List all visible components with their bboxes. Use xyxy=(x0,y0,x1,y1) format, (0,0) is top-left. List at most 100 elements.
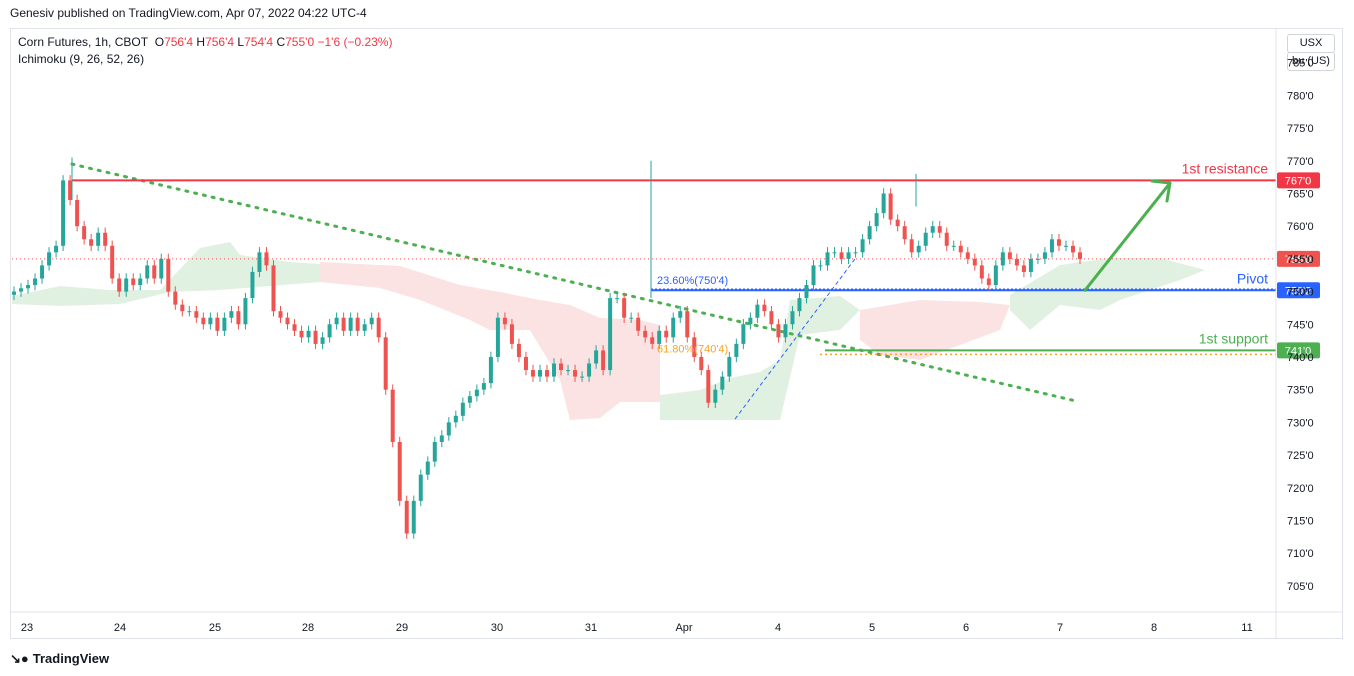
price-tick-label: 735'0 xyxy=(1287,385,1314,397)
candle xyxy=(460,397,465,422)
candle xyxy=(229,305,234,323)
price-badge-label: 750'2 xyxy=(1285,285,1312,297)
candle xyxy=(124,273,129,297)
candle-body xyxy=(867,226,872,240)
candle-body xyxy=(930,226,935,233)
candle xyxy=(173,286,178,310)
candle-body xyxy=(96,232,101,246)
candle-body xyxy=(453,415,458,423)
candle-body xyxy=(467,396,472,403)
candle xyxy=(1049,234,1054,258)
candle xyxy=(580,371,585,382)
candle xyxy=(748,312,753,330)
candle xyxy=(467,390,472,408)
low-label: L xyxy=(237,35,245,49)
time-tick-label: 25 xyxy=(209,622,221,634)
candle-body xyxy=(159,258,164,279)
candle xyxy=(1035,253,1040,265)
candle-body xyxy=(530,370,535,377)
indicator-legend[interactable]: Ichimoku (9, 26, 52, 26) xyxy=(18,52,145,66)
candle xyxy=(727,351,732,382)
candle xyxy=(615,292,620,304)
candle-body xyxy=(194,311,199,318)
candle xyxy=(629,312,634,323)
candle xyxy=(26,279,31,294)
candle-body xyxy=(1049,239,1054,253)
candle-body xyxy=(1035,258,1040,260)
candle xyxy=(664,325,669,343)
candle-body xyxy=(68,180,73,201)
candle-body xyxy=(881,193,886,214)
candle-body xyxy=(257,252,262,272)
candle-body xyxy=(152,265,157,279)
candle-body xyxy=(741,324,746,344)
candle-body xyxy=(706,370,711,403)
candle-body xyxy=(187,311,192,313)
candlesticks xyxy=(12,157,1082,539)
time-tick-label: 11 xyxy=(1241,622,1252,634)
candle xyxy=(622,292,627,323)
candle-body xyxy=(937,226,942,233)
level-label: Pivot xyxy=(1237,270,1268,286)
candle-body xyxy=(783,324,788,338)
candle-body xyxy=(1070,245,1075,253)
candle xyxy=(916,240,921,258)
downtrend-line xyxy=(70,162,1077,403)
candle-body xyxy=(965,252,970,259)
candle-body xyxy=(895,219,900,227)
candle xyxy=(285,312,290,330)
published-by-line: Genesiv published on TradingView.com, Ap… xyxy=(10,6,367,20)
candle-body xyxy=(509,324,514,344)
price-tick-label: 770'0 xyxy=(1287,156,1314,168)
candle xyxy=(825,247,830,271)
candle xyxy=(250,266,255,304)
candle xyxy=(545,364,549,382)
candle xyxy=(145,260,150,284)
projection-arrow xyxy=(1083,181,1172,292)
candle-body xyxy=(664,330,669,338)
candle xyxy=(909,234,914,258)
candle xyxy=(397,436,402,507)
candle xyxy=(972,253,977,271)
candle-body xyxy=(250,271,255,299)
candle-body xyxy=(117,278,122,292)
candle xyxy=(187,305,192,317)
candle xyxy=(222,312,227,337)
candle-body xyxy=(608,298,613,371)
candle xyxy=(671,312,676,343)
candle xyxy=(587,358,592,382)
candle xyxy=(117,273,122,297)
candle xyxy=(439,430,444,448)
candle xyxy=(1021,260,1026,278)
candle-body xyxy=(825,252,830,266)
time-tick-label: Apr xyxy=(675,622,692,634)
candle xyxy=(608,292,613,376)
candle-body xyxy=(201,317,206,325)
candle-body xyxy=(853,252,858,254)
candle xyxy=(61,175,66,252)
candle-body xyxy=(986,278,991,286)
ichimoku-cloud-green xyxy=(12,242,320,306)
candle-body xyxy=(425,461,430,475)
candle xyxy=(636,312,641,337)
candle xyxy=(327,319,332,343)
candle xyxy=(811,260,816,291)
candle xyxy=(194,305,199,323)
price-tick-label: 785'0 xyxy=(1287,58,1314,70)
candle-body xyxy=(692,337,697,357)
candle xyxy=(573,364,578,382)
candle xyxy=(383,332,388,395)
candle-body xyxy=(545,370,549,377)
candle xyxy=(516,338,521,363)
unit-button[interactable]: bu (US) xyxy=(1287,52,1335,71)
candle xyxy=(769,305,774,330)
candle-body xyxy=(1042,252,1047,259)
candle-body xyxy=(902,226,907,240)
candle xyxy=(341,312,346,337)
candle-body xyxy=(1014,258,1019,266)
symbol-name[interactable]: Corn Futures, 1h, CBOT xyxy=(18,35,149,49)
candle-body xyxy=(951,245,956,247)
time-tick-label: 5 xyxy=(869,622,875,634)
currency-button[interactable]: USX xyxy=(1287,34,1335,53)
